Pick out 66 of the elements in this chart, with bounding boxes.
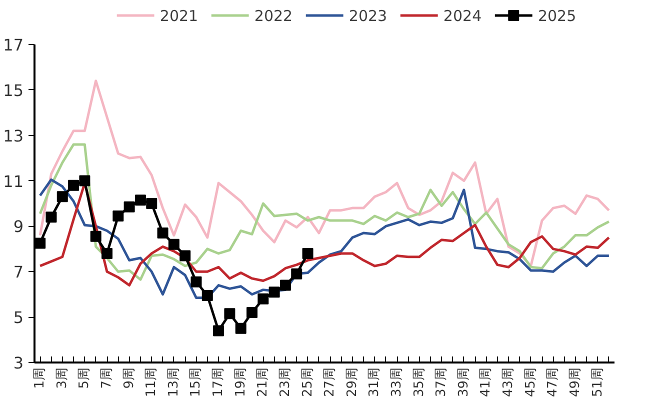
x-tick-label: 43周 [501, 367, 516, 398]
legend-label: 2024 [443, 7, 482, 25]
x-tick-label: 27周 [322, 367, 338, 398]
legend-label: 2023 [348, 7, 388, 25]
point [180, 250, 191, 262]
point [79, 175, 90, 186]
point [302, 248, 314, 259]
y-tick-label: 9 [13, 217, 24, 236]
point [157, 228, 168, 239]
legend-label: 2021 [160, 7, 198, 25]
x-tick-label: 13周 [166, 367, 182, 398]
point [213, 325, 224, 336]
point [68, 180, 80, 191]
point [202, 290, 213, 301]
x-tick-label: 47周 [546, 367, 561, 398]
point [224, 308, 236, 320]
x-tick-label: 41周 [478, 367, 494, 398]
x-tick-label: 5周 [77, 367, 92, 389]
x-tick-label: 37周 [434, 367, 450, 398]
y-tick-label: 15 [3, 80, 24, 100]
legend-label: 2025 [538, 7, 576, 25]
x-tick-label: 19周 [233, 367, 248, 398]
x-tick-label: 23周 [278, 367, 293, 398]
x-tick-label: 31周 [367, 367, 382, 398]
x-tick-label: 7周 [100, 367, 114, 389]
point [190, 276, 202, 288]
point [112, 210, 124, 222]
point [34, 238, 46, 249]
point [56, 191, 68, 202]
x-tick-label: 3周 [54, 367, 70, 389]
point [134, 194, 146, 206]
x-tick-label: 45周 [523, 367, 538, 398]
x-tick-label: 21周 [256, 367, 271, 398]
legend-label: 2022 [254, 7, 293, 25]
point [90, 230, 102, 242]
x-tick-label: 35周 [412, 367, 427, 398]
point [258, 293, 269, 304]
point [291, 268, 302, 280]
x-tick-label: 51周 [590, 367, 606, 398]
point [235, 322, 246, 334]
y-tick-label: 17 [3, 36, 24, 54]
point [46, 212, 57, 223]
point [102, 248, 112, 259]
point [246, 307, 258, 318]
x-tick-label: 15周 [188, 367, 204, 398]
line-series [38, 143, 610, 281]
y-tick-label: 3 [13, 354, 24, 372]
line-series [38, 80, 610, 268]
x-tick-label: 1周 [32, 367, 48, 389]
point [280, 280, 291, 291]
y-tick-label: 5 [13, 308, 24, 328]
x-tick-label: 33周 [390, 367, 404, 398]
x-tick-label: 11周 [144, 367, 160, 398]
x-tick-label: 25周 [300, 367, 316, 398]
point [268, 286, 280, 298]
point [146, 198, 158, 209]
x-tick-label: 39周 [456, 367, 472, 398]
point [124, 201, 135, 212]
y-tick-label: 11 [3, 172, 24, 191]
x-tick-label: 9周 [122, 367, 137, 389]
y-tick-label: 7 [13, 262, 24, 282]
x-tick-label: 49周 [568, 367, 583, 398]
y-tick-label: 13 [3, 126, 24, 146]
x-tick-label: 29周 [344, 367, 360, 398]
point [168, 238, 180, 250]
x-tick-label: 17周 [211, 367, 226, 398]
